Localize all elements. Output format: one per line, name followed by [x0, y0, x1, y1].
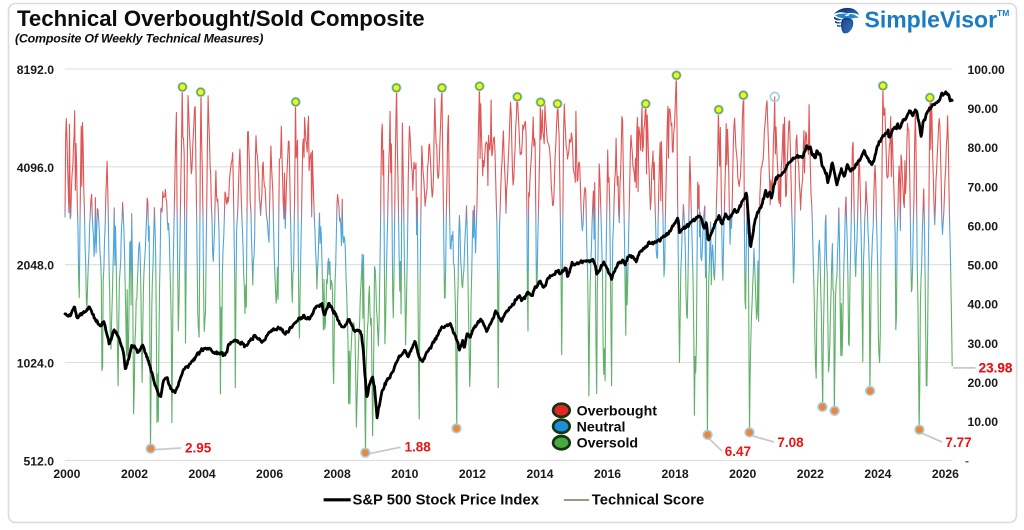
svg-text:-: -: [965, 454, 969, 468]
svg-text:70.00: 70.00: [968, 180, 999, 194]
svg-text:2006: 2006: [256, 467, 283, 481]
svg-text:6.47: 6.47: [725, 444, 751, 459]
svg-text:7.08: 7.08: [777, 435, 804, 450]
svg-text:2024: 2024: [864, 467, 891, 481]
svg-text:4096.0: 4096.0: [17, 161, 54, 175]
svg-text:Neutral: Neutral: [577, 419, 626, 435]
svg-text:90.00: 90.00: [968, 102, 999, 116]
svg-text:TM: TM: [997, 8, 1009, 18]
svg-text:100.00: 100.00: [968, 63, 1005, 77]
svg-text:20.00: 20.00: [968, 376, 999, 390]
svg-text:S&P 500 Stock Price Index: S&P 500 Stock Price Index: [353, 493, 540, 509]
svg-text:2048.0: 2048.0: [17, 259, 54, 273]
svg-text:1.88: 1.88: [405, 440, 432, 455]
svg-text:30.00: 30.00: [968, 337, 999, 351]
svg-text:1024.0: 1024.0: [17, 357, 54, 371]
svg-text:Technical Score: Technical Score: [592, 493, 704, 509]
svg-text:Overbought: Overbought: [577, 403, 658, 419]
svg-text:7.77: 7.77: [945, 435, 971, 450]
svg-text:8192.0: 8192.0: [17, 63, 54, 77]
svg-text:2000: 2000: [53, 467, 80, 481]
svg-text:10.00: 10.00: [968, 415, 999, 429]
svg-text:2.95: 2.95: [185, 441, 212, 456]
svg-text:2012: 2012: [459, 467, 486, 481]
svg-text:2002: 2002: [121, 467, 148, 481]
svg-text:2026: 2026: [932, 467, 959, 481]
svg-text:SimpleVisor: SimpleVisor: [865, 7, 998, 33]
svg-text:2018: 2018: [662, 467, 689, 481]
svg-text:Technical Overbought/Sold Comp: Technical Overbought/Sold Composite: [17, 6, 425, 31]
svg-text:2004: 2004: [189, 467, 216, 481]
svg-text:512.0: 512.0: [24, 454, 55, 468]
svg-text:2008: 2008: [324, 467, 351, 481]
svg-text:2016: 2016: [594, 467, 621, 481]
svg-text:23.98: 23.98: [979, 360, 1013, 375]
svg-text:40.00: 40.00: [968, 298, 999, 312]
svg-text:2014: 2014: [526, 467, 553, 481]
svg-text:50.00: 50.00: [968, 259, 999, 273]
svg-text:2020: 2020: [729, 467, 756, 481]
svg-text:(Composite Of Weekly Technical: (Composite Of Weekly Technical Measures): [15, 32, 263, 46]
svg-text:60.00: 60.00: [968, 219, 999, 233]
svg-text:80.00: 80.00: [968, 141, 999, 155]
svg-text:Oversold: Oversold: [577, 436, 639, 452]
svg-text:2010: 2010: [391, 467, 418, 481]
svg-text:23.98: 23.98: [979, 360, 1013, 375]
svg-text:2022: 2022: [797, 467, 824, 481]
